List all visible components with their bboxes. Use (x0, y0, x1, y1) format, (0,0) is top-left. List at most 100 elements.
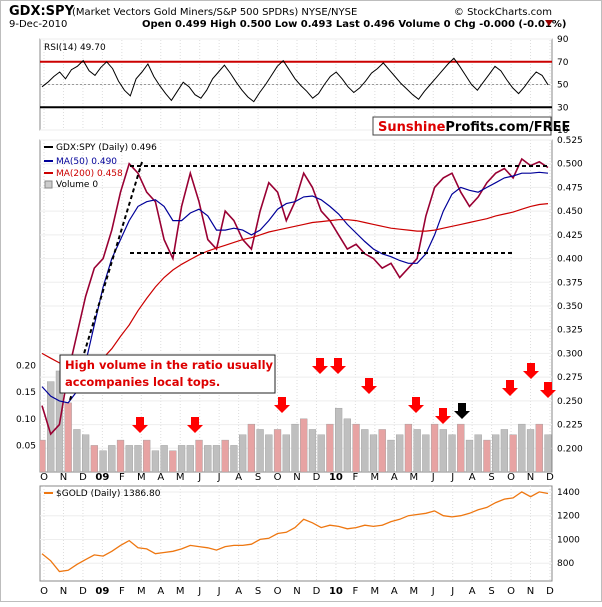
x-tick-label: J (450, 472, 454, 483)
volume-bar (439, 429, 447, 472)
x-tick-label: F (119, 586, 125, 597)
red-arrow-icon (502, 380, 518, 396)
gold-tick-label: 800 (557, 559, 574, 569)
volume-arrows (132, 358, 556, 433)
x-tick-label: S (255, 472, 261, 483)
x-tick-label: S (255, 586, 261, 597)
volume-bar (378, 429, 386, 472)
volume-bar (492, 434, 500, 472)
volume-bar (465, 439, 474, 472)
volume-bar (230, 445, 238, 472)
red-arrow-icon (523, 363, 539, 379)
x-tick-label: 09 (95, 586, 109, 597)
volume-bar (169, 450, 177, 472)
price-tick-label: 0.475 (557, 183, 583, 193)
x-tick-label: S (488, 586, 494, 597)
x-tick-label: F (353, 472, 359, 483)
rsi-tick-label: 90 (557, 35, 569, 45)
volume-bar (177, 445, 186, 472)
ma50-line (41, 171, 549, 404)
volume-bar (40, 439, 46, 472)
price-tick-label: 0.525 (557, 136, 583, 146)
gold-line (41, 491, 549, 573)
x-tick-label: O (40, 586, 48, 597)
rsi-tick-label: 50 (557, 81, 569, 91)
x-tick-label: J (431, 586, 435, 597)
gold-layer (41, 491, 549, 573)
volume-legend: Volume 0 (56, 180, 98, 190)
x-tick-label: J (450, 586, 454, 597)
volume-bar (47, 381, 55, 472)
volume-bar (457, 423, 465, 472)
x-tick-label: N (60, 586, 67, 597)
x-tick-label: M (371, 472, 380, 483)
volume-bar (352, 423, 360, 472)
volume-bar (134, 445, 142, 472)
volume-bar (108, 445, 116, 472)
callout-box (59, 354, 276, 394)
date-label: 9-Dec-2010 (9, 19, 67, 30)
volume-bar (308, 429, 317, 472)
volume-bar (387, 439, 395, 472)
volume-bar (143, 439, 151, 472)
ma50-legend: MA(50) 0.490 (56, 157, 117, 167)
volume-bar (99, 450, 107, 472)
x-tick-label: F (353, 586, 359, 597)
volume-bar (326, 423, 334, 472)
watermark-rest: Profits.com/FREE (445, 120, 570, 135)
x-tick-label: N (527, 472, 534, 483)
x-tick-label: A (235, 472, 242, 483)
price-tick-label: 0.425 (557, 231, 583, 241)
red-arrow-icon (312, 358, 328, 374)
volume-tick-label: 0.10 (16, 415, 36, 425)
black-arrow-icon (454, 403, 470, 419)
rsi-layer (40, 57, 552, 109)
rsi-legend: RSI(14) 49.70 (44, 43, 106, 53)
volume-bar (195, 439, 203, 472)
x-tick-label: N (527, 586, 534, 597)
dropdown-arrow-icon[interactable] (545, 20, 553, 26)
volume-bar (474, 434, 482, 472)
volume-bar (535, 423, 543, 472)
callout-line-2: accompanies local tops. (65, 375, 220, 389)
volume-bar (73, 429, 81, 472)
price-tick-label: 0.325 (557, 326, 583, 336)
price-tick-label: 0.200 (557, 444, 583, 454)
symbol-title: GDX:SPY (9, 4, 75, 19)
price-tick-label: 0.350 (557, 302, 583, 312)
volume-bar (396, 434, 404, 472)
x-tick-label: O (274, 586, 282, 597)
volume-bar (282, 434, 290, 472)
x-tick-label: D (546, 472, 554, 483)
x-tick-label: S (488, 472, 494, 483)
x-tick-label: M (371, 586, 380, 597)
red-arrow-icon (330, 358, 346, 374)
volume-tick-label: 0.05 (16, 441, 36, 451)
x-tick-label: D (79, 472, 87, 483)
volume-bar (483, 439, 491, 472)
x-tick-label: A (469, 586, 476, 597)
price-tick-label: 0.450 (557, 207, 583, 217)
volume-bar (125, 445, 133, 472)
volume-tick-label: 0.20 (16, 362, 36, 372)
x-tick-label: D (546, 586, 554, 597)
red-arrow-icon (540, 382, 556, 398)
x-tick-label: 10 (329, 472, 343, 483)
x-tick-label: A (157, 586, 164, 597)
rsi-tick-label: 10 (557, 126, 569, 136)
x-tick-label: M (176, 472, 185, 483)
price-tick-label: 0.250 (557, 397, 583, 407)
ma200-legend: MA(200) 0.458 (56, 169, 123, 179)
volume-bar (518, 423, 526, 472)
volume-bar (300, 418, 308, 472)
volume-bar (239, 434, 247, 472)
x-tick-label: F (119, 472, 125, 483)
x-tick-label: M (409, 586, 418, 597)
ma200-line (41, 203, 549, 371)
price-tick-label: 0.275 (557, 373, 583, 383)
volume-bar (186, 445, 194, 472)
symbol-description: (Market Vectors Gold Miners/S&P 500 SPDR… (72, 7, 357, 18)
x-tick-label: A (391, 586, 398, 597)
volume-tick-label: 0.15 (16, 388, 36, 398)
